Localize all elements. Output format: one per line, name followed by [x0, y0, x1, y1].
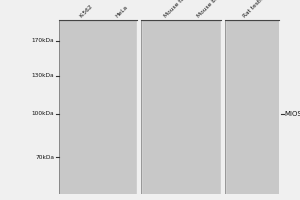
- Text: Mouse brain: Mouse brain: [196, 0, 225, 19]
- Text: Mouse testis: Mouse testis: [163, 0, 193, 19]
- Bar: [0, 194, 300, 200]
- Bar: [225, 20, 279, 194]
- Text: 100kDa: 100kDa: [32, 111, 54, 116]
- Bar: [58, 20, 136, 194]
- Bar: [58, 20, 136, 194]
- Bar: [0, 0, 300, 20]
- Bar: [225, 20, 279, 194]
- Bar: [141, 20, 220, 194]
- Text: K-562: K-562: [79, 4, 94, 19]
- Text: HeLa: HeLa: [115, 5, 129, 19]
- Bar: [0, 0, 58, 200]
- Text: HeLa: HeLa: [115, 5, 129, 19]
- Bar: [141, 20, 220, 194]
- Bar: [220, 0, 225, 200]
- Text: 70kDa: 70kDa: [35, 155, 54, 160]
- Text: 170kDa: 170kDa: [32, 38, 54, 43]
- Text: Mouse brain: Mouse brain: [196, 0, 225, 19]
- Bar: [279, 0, 300, 200]
- Bar: [136, 0, 141, 200]
- Text: Rat testis: Rat testis: [242, 0, 266, 19]
- Text: 130kDa: 130kDa: [32, 73, 54, 78]
- Text: Rat testis: Rat testis: [242, 0, 266, 19]
- Text: MIOS: MIOS: [284, 111, 300, 117]
- Text: Mouse testis: Mouse testis: [163, 0, 193, 19]
- Text: K-562: K-562: [79, 4, 94, 19]
